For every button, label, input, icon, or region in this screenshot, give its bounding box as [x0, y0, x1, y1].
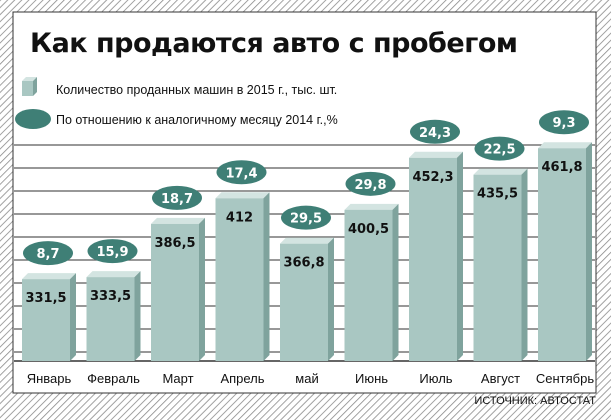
bar-top-face — [215, 192, 270, 199]
percent-label: 9,3 — [552, 116, 575, 131]
bar-value-label: 386,5 — [154, 236, 195, 251]
bar-top-face — [280, 237, 334, 244]
bar-side-face — [586, 142, 592, 361]
bar-side-face — [392, 203, 399, 361]
bar-8 — [473, 168, 528, 361]
bar-front-face — [280, 243, 328, 361]
source-note: ИСТОЧНИК: АВТОСТАТ — [474, 395, 596, 407]
percent-oval — [281, 205, 331, 230]
category-label: Март — [162, 371, 193, 386]
legend-bar-swatch — [22, 77, 37, 96]
bar-top-face — [151, 217, 205, 224]
percent-oval — [152, 185, 202, 210]
bars-group: 331,5 8,7 Январь 333,5 15,9 Февраль 386,5 18,7 М… — [22, 110, 594, 386]
bar-value-label: 400,5 — [348, 222, 389, 237]
bar-front-face — [151, 223, 199, 361]
percent-oval — [474, 136, 525, 161]
bar-side-face — [328, 237, 334, 361]
legend-bars-label: Количество проданных машин в 2015 г., ты… — [56, 83, 337, 97]
bar-top-face — [344, 203, 399, 210]
percent-oval — [87, 239, 138, 264]
bar-side-face — [457, 151, 463, 361]
percent-oval — [23, 241, 73, 266]
percent-label: 29,5 — [290, 212, 322, 227]
percent-label: 24,3 — [419, 126, 451, 141]
bar-front-face — [86, 277, 135, 361]
legend: Количество проданных машин в 2015 г., ты… — [15, 77, 338, 129]
percent-label: 18,7 — [161, 192, 193, 207]
bar-top-face — [409, 151, 463, 158]
bar-value-label: 331,5 — [25, 291, 66, 306]
bar-side-face — [70, 273, 76, 361]
bar-top-face — [473, 168, 528, 175]
bar-top-face — [22, 273, 76, 280]
category-label: Сентябрь — [536, 371, 594, 386]
bar-front-face — [473, 174, 522, 361]
percent-oval — [539, 110, 589, 135]
legend-ovals-label: По отношению к аналогичному месяцу 2014 … — [56, 113, 338, 127]
bar-side-face — [134, 271, 141, 361]
bar-front-face — [215, 198, 264, 361]
percent-oval — [345, 171, 396, 196]
bar-7 — [409, 151, 463, 361]
bar-top-face — [538, 142, 592, 149]
bar-value-label: 412 — [226, 210, 253, 225]
bar-4 — [215, 192, 270, 361]
bar-top-face — [86, 271, 141, 278]
percent-label: 15,9 — [96, 245, 128, 260]
bar-5 — [280, 237, 334, 361]
percent-label: 29,8 — [354, 178, 386, 193]
bar-value-label: 461,8 — [541, 160, 582, 175]
percent-oval — [410, 119, 460, 144]
bar-side-face — [521, 168, 528, 361]
bar-side-face — [263, 192, 270, 361]
bar-6 — [344, 203, 399, 361]
category-label: Июль — [419, 371, 452, 386]
bar-front-face — [538, 148, 586, 361]
category-label: Январь — [27, 371, 72, 386]
bar-2 — [86, 271, 141, 361]
category-label: май — [295, 371, 318, 386]
bar-front-face — [344, 209, 393, 361]
legend-oval-swatch — [15, 109, 51, 129]
bar-3 — [151, 217, 205, 361]
category-label: Февраль — [87, 371, 140, 386]
percent-oval — [216, 160, 267, 185]
category-label: Апрель — [220, 371, 264, 386]
bar-value-label: 366,8 — [283, 256, 324, 271]
category-label: Август — [481, 371, 520, 386]
bar-value-label: 452,3 — [412, 170, 453, 185]
bar-side-face — [199, 217, 205, 361]
chart-title: Как продаются авто с пробегом — [30, 28, 517, 59]
category-label: Июнь — [355, 371, 388, 386]
percent-label: 22,5 — [483, 143, 515, 158]
bar-front-face — [409, 157, 457, 361]
percent-label: 8,7 — [36, 247, 59, 262]
percent-label: 17,4 — [225, 166, 257, 181]
bar-value-label: 435,5 — [477, 187, 518, 202]
bar-front-face — [22, 279, 70, 361]
bar-1 — [22, 273, 76, 361]
bar-value-label: 333,5 — [90, 289, 131, 304]
bar-9 — [538, 142, 592, 361]
